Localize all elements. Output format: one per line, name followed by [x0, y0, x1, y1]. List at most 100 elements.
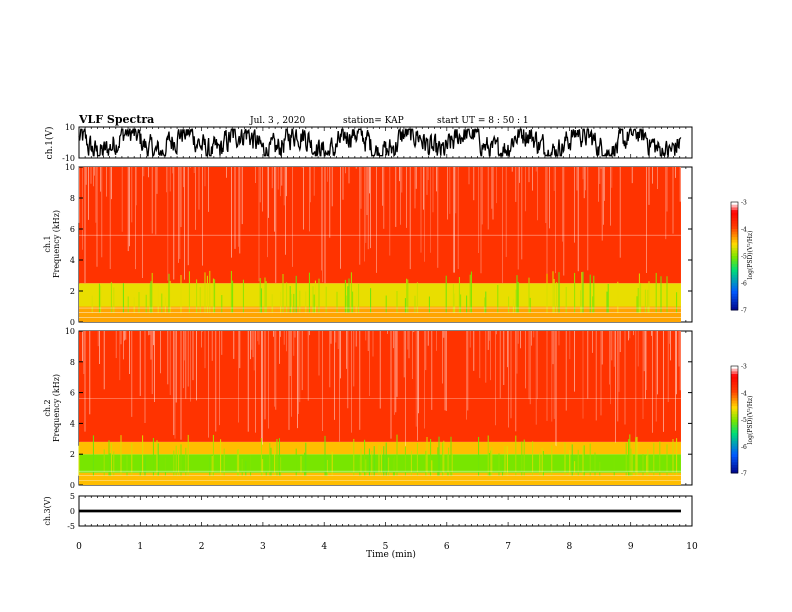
colorbar-cell [731, 266, 738, 270]
x-tick-label: 10 [686, 542, 698, 552]
spectrogram-ytick-label: 6 [70, 389, 75, 398]
colorbar-cell [731, 376, 738, 380]
ch1-waveform-trace [78, 126, 682, 159]
colorbar-cell [731, 446, 738, 450]
spectrogram-ytick-label: 10 [65, 327, 75, 336]
colorbar-cell [731, 384, 738, 388]
station-label: station= KAP [343, 116, 404, 126]
colorbar-cell [731, 416, 738, 420]
colorbar-cell [731, 231, 738, 235]
colorbar-cell [731, 272, 738, 276]
spectrogram-ytick-label: 10 [65, 163, 75, 172]
colorbar-cell [731, 307, 738, 311]
colorbar-cell [731, 299, 738, 303]
spectrogram-band [79, 441, 681, 455]
colorbar-cell [731, 250, 738, 254]
x-tick-label: 6 [444, 542, 450, 552]
colorbar-cell [731, 408, 738, 412]
colorbar-cell [731, 443, 738, 447]
colorbar1-label: log(PSD)(V²/Hz) [747, 231, 754, 280]
colorbar-cell [731, 229, 738, 233]
colorbar-cell [731, 390, 738, 394]
colorbar-cell [731, 212, 738, 216]
colorbar-cell [731, 274, 738, 279]
colorbar-cell [731, 256, 738, 260]
colorbar-cell [731, 387, 738, 391]
colorbar-cell [731, 451, 738, 455]
x-tick-label: 3 [260, 542, 266, 552]
colorbar-cell [731, 237, 738, 241]
ch1-ytick-label: 10 [65, 123, 75, 132]
colorbar-cell [731, 454, 738, 458]
spectrogram-ytick-label: 6 [70, 225, 75, 234]
colorbar-cell [731, 432, 738, 437]
x-tick-label: 0 [76, 542, 82, 552]
x-axis-label: Time (min) [366, 549, 416, 560]
date-label: Jul. 3 , 2020 [249, 116, 305, 126]
spectrogram-ytick-label: 8 [70, 194, 75, 203]
colorbar-tick-label: -3 [741, 200, 747, 207]
colorbar-cell [731, 296, 738, 300]
colorbar-cell [731, 411, 738, 415]
colorbar-cell [731, 424, 738, 429]
ch1-ytick-label: -10 [62, 154, 75, 163]
x-tick-label: 4 [321, 542, 327, 552]
colorbar-tick-label: -5 [741, 417, 747, 424]
colorbar-cell [731, 382, 738, 386]
x-tick-label: 2 [199, 542, 205, 552]
colorbar-cell [731, 430, 738, 434]
ch3-waveform-trace [79, 509, 681, 513]
colorbar-tick-label: -7 [741, 308, 747, 315]
colorbar-cell [731, 470, 738, 474]
colorbar-cell [731, 462, 738, 466]
spectrogram-ytick-label: 4 [70, 256, 75, 265]
colorbar-cell [731, 202, 738, 206]
colorbar-cell [731, 422, 738, 426]
colorbar-cell [731, 427, 738, 431]
colorbar-cell [731, 210, 738, 214]
colorbar-tick-label: -4 [741, 390, 747, 397]
ch1-spectrogram-ylabel-freq: Frequency (kHz) [52, 210, 61, 278]
colorbar-frame [730, 201, 739, 311]
colorbar-cell [731, 226, 738, 230]
figure-title: VLF Spectra [78, 113, 154, 126]
colorbar-cell [731, 366, 738, 370]
colorbar-cell [731, 288, 738, 292]
colorbar-cell [731, 456, 738, 461]
colorbar-cell [731, 277, 738, 281]
colorbar-cell [731, 291, 738, 295]
colorbar-cell [731, 207, 738, 211]
spectrogram-ytick-label: 0 [70, 481, 75, 490]
colorbar-tick-label: -6 [741, 444, 747, 451]
colorbar-cell [731, 400, 738, 404]
colorbar-cell [731, 215, 738, 219]
spectrogram-band [79, 454, 681, 473]
colorbar2-label: log(PSD)(V²/Hz) [747, 396, 754, 445]
colorbar-cell [731, 435, 738, 439]
ch1-ylabel: ch.1(V) [44, 127, 55, 160]
ch2-spectrogram-ylabel-channel: ch.2 [43, 399, 52, 416]
colorbar-cell [731, 258, 738, 262]
colorbar-cell [731, 218, 738, 222]
x-tick-label: 9 [628, 542, 634, 552]
colorbar-cell [731, 301, 738, 306]
start-time-label: start UT = 8 : 50 : 1 [437, 116, 529, 126]
colorbar-cell [731, 419, 738, 423]
ch2-spectrogram-ylabel-freq: Frequency (kHz) [52, 374, 61, 442]
colorbar-tick-label: -7 [741, 471, 747, 478]
colorbar-cell [731, 379, 738, 383]
x-tick-label: 1 [137, 542, 143, 552]
colorbar-tick-label: -3 [741, 364, 747, 371]
plot-layers: 10-100246810-3-4-5-6-70246810-3-4-5-6-75… [62, 123, 747, 552]
spectrogram-ytick-label: 2 [70, 287, 75, 296]
colorbar-cell [731, 440, 738, 445]
colorbar-cell [731, 448, 738, 453]
colorbar-cell [731, 368, 738, 372]
colorbar-cell [731, 247, 738, 252]
colorbar-tick-label: -5 [741, 254, 747, 261]
ch3-ytick-label: 0 [70, 507, 75, 516]
colorbar-cell [731, 220, 738, 225]
colorbar-cell [731, 304, 738, 308]
